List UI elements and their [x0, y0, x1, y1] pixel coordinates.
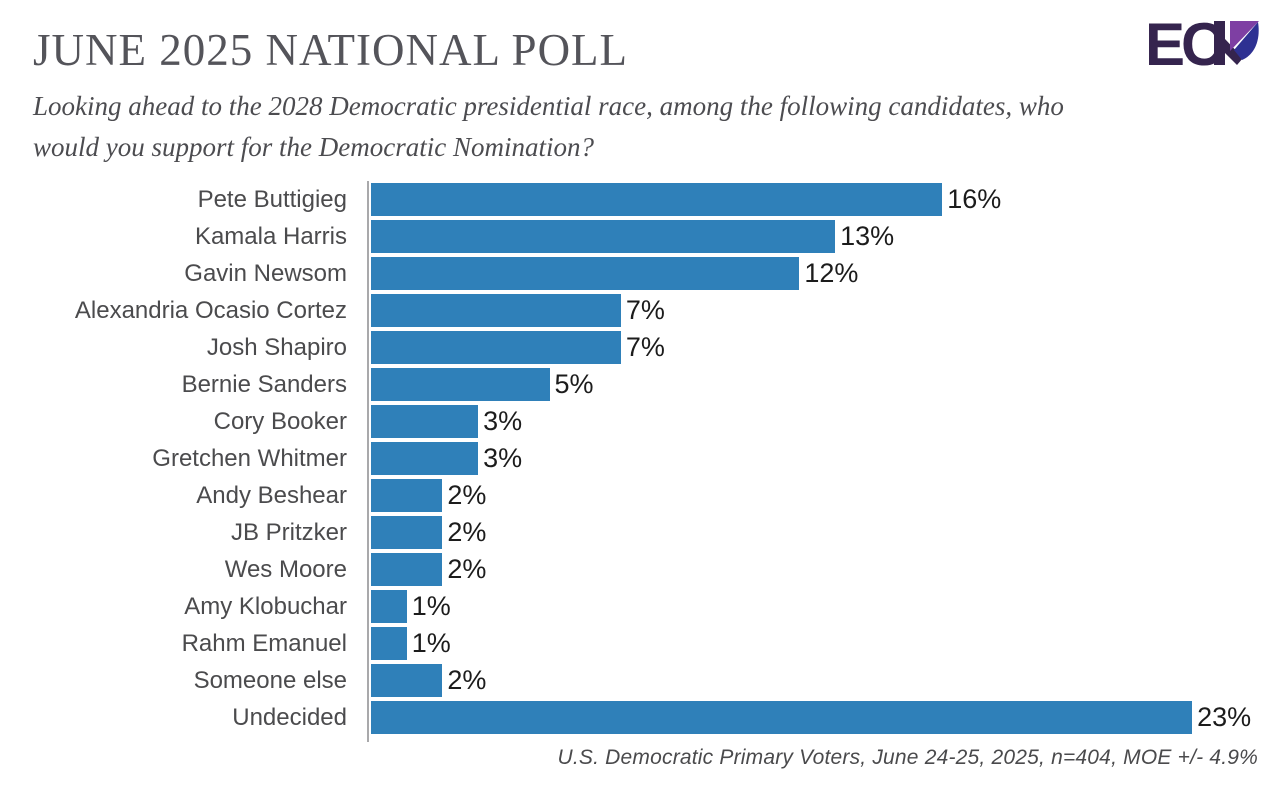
- bar-cell: 2%: [358, 479, 487, 513]
- bar: [371, 627, 407, 661]
- chart-row: Wes Moore 2%: [33, 553, 1260, 587]
- chart-row: Cory Booker 3%: [33, 405, 1260, 439]
- bar-cell: 3%: [358, 405, 523, 439]
- bar-cell: 1%: [358, 627, 451, 661]
- value-label: 1%: [411, 591, 451, 622]
- bar: [371, 294, 621, 328]
- bar: [371, 220, 836, 254]
- category-label: Alexandria Ocasio Cortez: [74, 296, 347, 324]
- category-label: Undecided: [232, 703, 347, 731]
- value-label: 7%: [625, 332, 665, 363]
- bar-cell: 2%: [358, 553, 487, 587]
- chart-row: Josh Shapiro 7%: [33, 331, 1260, 365]
- chart-row: Andy Beshear 2%: [33, 479, 1260, 513]
- category-label: Josh Shapiro: [206, 333, 347, 361]
- bar: [371, 664, 443, 698]
- category-label: Amy Klobuchar: [184, 592, 347, 620]
- logo-p-tick: [1225, 39, 1243, 65]
- value-label: 5%: [554, 369, 594, 400]
- value-label: 3%: [483, 406, 523, 437]
- chart-row: Someone else 2%: [33, 664, 1260, 698]
- poll-question-line2: would you support for the Democratic Nom…: [33, 132, 594, 163]
- ecp-logo-icon: EC: [1145, 11, 1259, 78]
- category-label: Wes Moore: [224, 555, 347, 583]
- bar-cell: 7%: [358, 331, 665, 365]
- chart-row: Gretchen Whitmer 3%: [33, 442, 1260, 476]
- bar: [371, 590, 407, 624]
- value-label: 23%: [1197, 702, 1252, 733]
- value-label: 2%: [447, 517, 487, 548]
- category-label: JB Pritzker: [230, 518, 347, 546]
- value-label: 2%: [447, 665, 487, 696]
- bar: [371, 516, 443, 550]
- value-label: 13%: [840, 221, 895, 252]
- bar-cell: 1%: [358, 590, 451, 624]
- value-label: 16%: [947, 184, 1002, 215]
- logo-p-navy-wedge: [1234, 22, 1259, 60]
- category-label: Someone else: [193, 666, 347, 694]
- chart-row: JB Pritzker 2%: [33, 516, 1260, 550]
- bar: [371, 553, 443, 587]
- chart-row: Rahm Emanuel 1%: [33, 627, 1260, 661]
- category-label: Pete Buttigieg: [197, 185, 347, 213]
- category-label: Gretchen Whitmer: [152, 444, 347, 472]
- poll-question-line1: Looking ahead to the 2028 Democratic pre…: [33, 90, 1064, 121]
- bar: [371, 405, 479, 439]
- bar: [371, 442, 479, 476]
- value-label: 7%: [625, 295, 665, 326]
- bar-cell: 23%: [358, 701, 1252, 735]
- bar: [371, 183, 943, 217]
- logo-p-violet-wedge: [1230, 21, 1259, 51]
- page-title: JUNE 2025 NATIONAL POLL: [33, 25, 629, 75]
- category-label: Gavin Newsom: [184, 259, 347, 287]
- bar-chart: Pete Buttigieg 16% Kamala Harris 13% Gavin N…: [33, 181, 1260, 743]
- bar: [371, 331, 621, 365]
- bar-cell: 3%: [358, 442, 523, 476]
- bar-cell: 5%: [358, 368, 594, 402]
- header: JUNE 2025 NATIONAL POLL EC: [33, 11, 1260, 78]
- value-label: 12%: [804, 258, 859, 289]
- bar-cell: 16%: [358, 183, 1002, 217]
- chart-row: Undecided 23%: [33, 701, 1260, 735]
- bar-cell: 13%: [358, 220, 895, 254]
- chart-row: Amy Klobuchar 1%: [33, 590, 1260, 624]
- bar-cell: 2%: [358, 664, 487, 698]
- bar: [371, 479, 443, 513]
- ecp-logo: EC: [1145, 11, 1260, 78]
- source-footnote: U.S. Democratic Primary Voters, June 24-…: [557, 746, 1258, 769]
- category-label: Kamala Harris: [194, 222, 347, 250]
- poll-question: Looking ahead to the 2028 Democratic pre…: [33, 86, 1260, 170]
- bar-cell: 2%: [358, 516, 487, 550]
- chart-row: Gavin Newsom 12%: [33, 257, 1260, 291]
- chart-row: Alexandria Ocasio Cortez 7%: [33, 294, 1260, 328]
- chart-row: Pete Buttigieg 16%: [33, 183, 1260, 217]
- bar-cell: 7%: [358, 294, 665, 328]
- value-label: 2%: [447, 480, 487, 511]
- category-label: Bernie Sanders: [181, 370, 347, 398]
- logo-letters: EC: [1148, 20, 1223, 68]
- chart-row: Bernie Sanders 5%: [33, 368, 1260, 402]
- chart-row: Kamala Harris 13%: [33, 220, 1260, 254]
- bar-cell: 12%: [358, 257, 859, 291]
- bar: [371, 257, 800, 291]
- value-label: 1%: [411, 628, 451, 659]
- category-label: Rahm Emanuel: [181, 629, 347, 657]
- category-label: Andy Beshear: [196, 481, 347, 509]
- bar: [371, 701, 1193, 735]
- y-axis-line: [367, 181, 369, 743]
- value-label: 2%: [447, 554, 487, 585]
- value-label: 3%: [483, 443, 523, 474]
- category-label: Cory Booker: [213, 407, 347, 435]
- bar: [371, 368, 550, 402]
- logo-p-stem: [1214, 21, 1225, 65]
